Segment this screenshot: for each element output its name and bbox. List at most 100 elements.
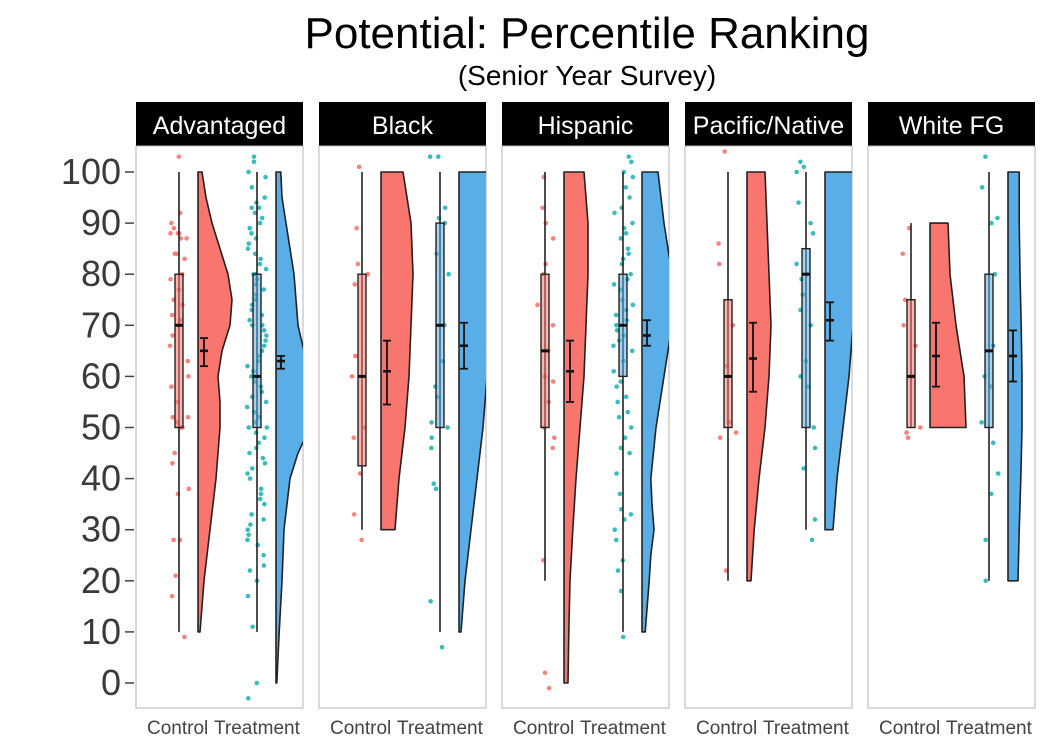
facet-strip-label: White FG — [899, 112, 1005, 140]
panel-plot-area — [900, 154, 1023, 584]
data-point — [995, 215, 1000, 221]
data-point — [169, 220, 174, 226]
data-point — [429, 435, 434, 441]
panel-plot-area — [716, 149, 852, 582]
data-point — [172, 450, 177, 456]
data-point — [244, 404, 250, 410]
data-point — [900, 251, 906, 257]
panel-black: Black Control Treatment — [318, 102, 487, 739]
data-point — [917, 425, 923, 430]
y-tick-label: 10 — [81, 611, 121, 652]
data-point — [810, 231, 816, 236]
y-tick-label: 70 — [81, 304, 121, 345]
data-point — [615, 568, 621, 573]
facet-strip-label: Advantaged — [153, 112, 286, 140]
panel-plot-area — [349, 154, 486, 650]
facet-strip — [136, 102, 303, 146]
data-point — [733, 430, 739, 435]
data-point — [722, 149, 727, 154]
data-point — [616, 414, 622, 420]
data-point — [170, 333, 175, 338]
facet-strip-label: Pacific/Native — [693, 112, 844, 140]
data-point — [614, 323, 619, 328]
data-point — [550, 323, 556, 328]
data-point — [552, 435, 557, 441]
data-point — [811, 425, 817, 430]
data-point — [623, 185, 629, 190]
data-point — [612, 527, 618, 532]
data-point — [171, 537, 176, 543]
panel-plot-area — [167, 154, 303, 701]
data-point — [611, 343, 616, 349]
data-point — [550, 379, 556, 384]
y-tick-label: 40 — [81, 458, 121, 499]
data-point — [550, 236, 556, 241]
half-violin — [275, 171, 303, 684]
y-tick-label: 50 — [81, 407, 121, 448]
data-point — [626, 251, 631, 257]
data-point — [171, 225, 177, 231]
data-point — [808, 220, 813, 226]
data-point — [186, 486, 192, 492]
data-point — [812, 517, 818, 522]
data-point — [979, 185, 985, 190]
data-point — [630, 174, 636, 180]
data-point — [429, 445, 434, 451]
data-point — [627, 195, 632, 200]
data-point — [246, 425, 252, 430]
data-point — [261, 517, 266, 522]
data-point — [611, 282, 617, 287]
data-point — [540, 205, 545, 211]
data-point — [446, 271, 451, 277]
data-point — [716, 261, 722, 267]
data-point — [625, 246, 631, 251]
data-point — [185, 358, 191, 364]
x-tick-label: Treatment — [214, 718, 301, 739]
x-tick-label: Treatment — [763, 718, 850, 739]
data-point — [262, 460, 268, 466]
data-point — [262, 195, 267, 200]
data-point — [988, 491, 994, 497]
box-iqr — [174, 273, 184, 429]
data-point — [246, 241, 252, 246]
panel-pacific-native: Pacific/Native Control Treatment — [684, 102, 853, 739]
data-point — [542, 670, 548, 676]
data-point — [258, 491, 264, 497]
box-iqr — [801, 247, 811, 429]
data-point — [615, 399, 620, 405]
data-point — [614, 384, 619, 389]
data-point — [628, 425, 634, 430]
data-point — [798, 159, 803, 165]
y-tick-label: 80 — [81, 253, 121, 294]
data-point — [794, 169, 799, 175]
data-point — [352, 282, 358, 287]
data-point — [182, 256, 187, 262]
data-point — [356, 164, 362, 170]
x-tick-label: Control — [330, 718, 391, 739]
data-point — [261, 343, 267, 349]
data-point — [901, 323, 906, 328]
data-point — [182, 634, 187, 640]
data-point — [354, 225, 359, 231]
chart-title: Potential: Percentile Ranking — [305, 9, 870, 58]
data-point — [794, 261, 799, 267]
half-violin — [746, 171, 772, 582]
data-point — [442, 205, 448, 211]
data-point — [245, 696, 251, 701]
data-point — [169, 384, 174, 389]
data-point — [904, 430, 909, 435]
data-point — [184, 236, 189, 241]
data-point — [263, 266, 269, 272]
group-control — [535, 171, 589, 691]
data-point — [247, 317, 252, 323]
data-point — [627, 450, 632, 456]
data-point — [995, 471, 1001, 476]
half-violin — [641, 171, 669, 633]
data-point — [628, 159, 634, 165]
data-point — [167, 343, 173, 349]
data-point — [173, 573, 178, 578]
data-point — [630, 302, 636, 308]
data-point — [247, 476, 253, 481]
x-tick-label: Treatment — [580, 718, 667, 739]
